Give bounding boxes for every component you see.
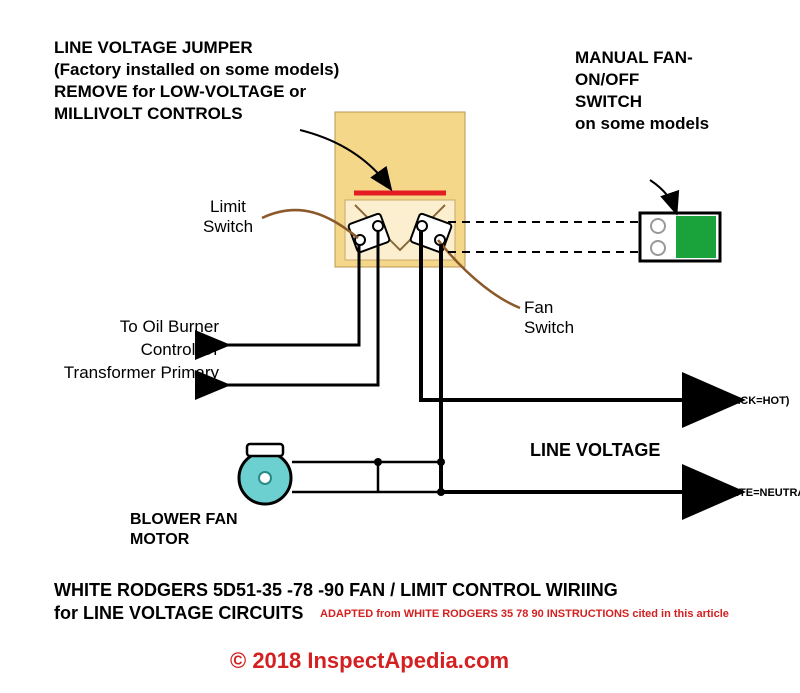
manual-switch-green	[676, 216, 716, 258]
fan-switch-l1: Fan	[524, 298, 553, 318]
limit-switch-l2: Switch	[203, 217, 253, 237]
oil-burner-l1: To Oil Burner	[104, 317, 219, 337]
l1-label: L1	[690, 390, 711, 412]
manual-fan-l2: ON/OFF	[575, 70, 639, 90]
manual-switch-arrow	[650, 180, 676, 212]
diagram-canvas: LINE VOLTAGE JUMPER (Factory installed o…	[0, 0, 800, 693]
l2-label: L2	[690, 482, 711, 504]
jumper-title: LINE VOLTAGE JUMPER	[54, 38, 253, 58]
line-voltage-label: LINE VOLTAGE	[530, 440, 660, 462]
blower-motor	[239, 444, 291, 504]
manual-fan-l1: MANUAL FAN-	[575, 48, 693, 68]
footer-l2: for LINE VOLTAGE CIRCUITS	[54, 603, 303, 625]
manual-fan-l3: SWITCH	[575, 92, 642, 112]
l2-note: (WHITE=NEUTRAL)	[714, 487, 800, 500]
oil-burner-l2: Control Or	[104, 340, 219, 360]
manual-fan-l4: on some models	[575, 114, 709, 134]
l1-note: (BLACK=HOT)	[714, 395, 789, 408]
limit-switch-l1: Limit	[210, 197, 246, 217]
copyright: © 2018 InspectApedia.com	[230, 648, 509, 674]
adapted-note: ADAPTED from WHITE RODGERS 35 78 90 INST…	[320, 608, 729, 621]
oil-burner-l3: Transformer Primary	[50, 363, 219, 383]
blower-l2: MOTOR	[130, 530, 189, 549]
fan-switch-l2: Switch	[524, 318, 574, 338]
jumper-l3: REMOVE for LOW-VOLTAGE or	[54, 82, 306, 102]
blower-l1: BLOWER FAN	[130, 510, 238, 529]
jumper-l4: MILLIVOLT CONTROLS	[54, 104, 243, 124]
jumper-l2: (Factory installed on some models)	[54, 60, 339, 80]
footer-l1: WHITE RODGERS 5D51-35 -78 -90 FAN / LIMI…	[54, 580, 618, 602]
